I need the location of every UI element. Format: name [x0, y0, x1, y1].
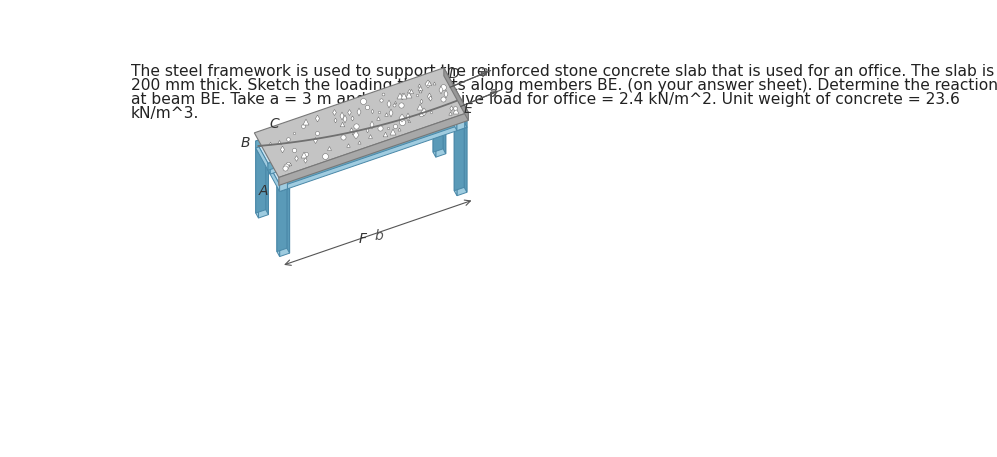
- Polygon shape: [254, 68, 469, 177]
- Polygon shape: [465, 117, 467, 127]
- Polygon shape: [433, 87, 436, 157]
- Polygon shape: [277, 117, 465, 188]
- Polygon shape: [256, 142, 258, 153]
- Polygon shape: [279, 120, 467, 191]
- Polygon shape: [444, 78, 446, 89]
- Polygon shape: [277, 186, 279, 256]
- Polygon shape: [443, 84, 446, 154]
- Text: C: C: [269, 117, 279, 131]
- Polygon shape: [436, 89, 446, 157]
- Polygon shape: [433, 84, 446, 92]
- Polygon shape: [277, 181, 279, 191]
- Polygon shape: [279, 112, 469, 186]
- Polygon shape: [465, 122, 467, 192]
- Polygon shape: [433, 78, 441, 87]
- Text: A: A: [258, 184, 268, 198]
- Polygon shape: [277, 117, 467, 185]
- Text: a: a: [480, 65, 489, 79]
- Polygon shape: [287, 183, 289, 253]
- Polygon shape: [279, 182, 287, 191]
- Text: at beam BE. Take a = 3 m and b = 13 m. Live load for office = 2.4 kN/m^2. Unit w: at beam BE. Take a = 3 m and b = 13 m. L…: [131, 92, 960, 107]
- Polygon shape: [433, 84, 443, 152]
- Polygon shape: [455, 126, 457, 196]
- Polygon shape: [277, 183, 289, 191]
- Text: E: E: [464, 102, 472, 116]
- Text: F: F: [359, 232, 367, 246]
- Polygon shape: [457, 121, 465, 131]
- Polygon shape: [268, 99, 458, 167]
- Polygon shape: [258, 149, 268, 218]
- Polygon shape: [256, 138, 263, 148]
- Polygon shape: [277, 183, 287, 252]
- Polygon shape: [256, 144, 268, 153]
- Polygon shape: [258, 82, 446, 153]
- Text: The steel framework is used to support the reinforced stone concrete slab that i: The steel framework is used to support t…: [131, 64, 994, 79]
- Polygon shape: [256, 141, 279, 191]
- Polygon shape: [268, 99, 456, 170]
- Polygon shape: [256, 78, 444, 149]
- Text: kN/m^3.: kN/m^3.: [131, 106, 199, 121]
- Text: D: D: [449, 67, 460, 80]
- Polygon shape: [455, 122, 467, 131]
- Text: B: B: [240, 136, 250, 149]
- Text: b: b: [375, 229, 384, 244]
- Text: a: a: [489, 85, 498, 100]
- Polygon shape: [433, 78, 465, 124]
- Polygon shape: [444, 68, 469, 120]
- Polygon shape: [256, 144, 266, 213]
- Polygon shape: [270, 103, 458, 174]
- Polygon shape: [263, 138, 287, 189]
- Polygon shape: [457, 127, 467, 196]
- Polygon shape: [266, 144, 268, 215]
- Polygon shape: [441, 78, 465, 128]
- Text: 200 mm thick. Sketch the loading that acts along members BE. (on your answer she: 200 mm thick. Sketch the loading that ac…: [131, 78, 997, 93]
- Polygon shape: [256, 148, 258, 218]
- Polygon shape: [256, 78, 446, 146]
- Polygon shape: [433, 80, 457, 131]
- Polygon shape: [268, 163, 270, 174]
- Polygon shape: [456, 99, 458, 110]
- Polygon shape: [256, 138, 287, 185]
- Polygon shape: [279, 188, 289, 256]
- Polygon shape: [455, 122, 465, 191]
